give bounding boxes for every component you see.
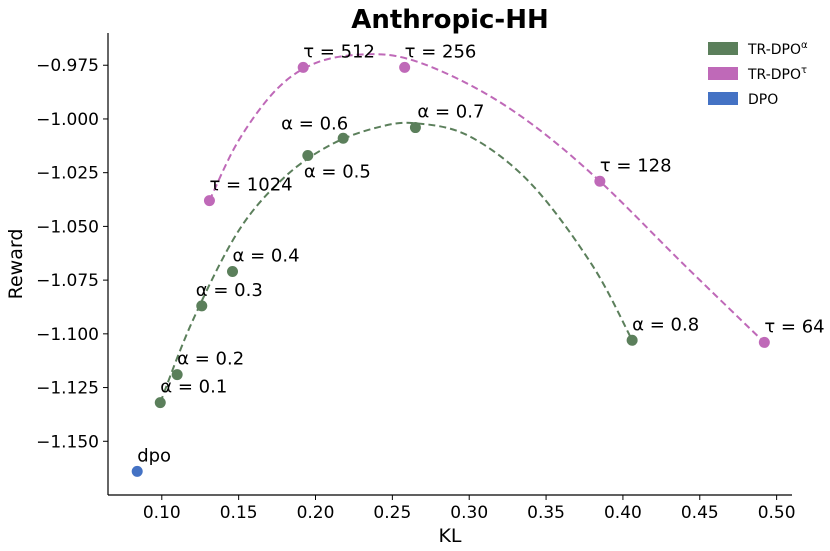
data-points (131, 61, 770, 477)
y-tick-label: −1.050 (36, 217, 99, 237)
chart-title: Anthropic-HH (351, 5, 549, 35)
data-point (302, 149, 314, 161)
data-point (626, 334, 638, 346)
y-tick-label: −1.150 (36, 432, 99, 452)
data-label: τ = 64 (764, 316, 824, 337)
legend-label: TR-DPOτ (747, 65, 807, 83)
data-point (203, 195, 215, 207)
y-tick-label: −1.075 (36, 271, 99, 291)
legend-swatch (708, 67, 738, 80)
data-point (337, 132, 349, 144)
legend-label: DPO (748, 92, 778, 108)
data-point (409, 122, 421, 134)
data-point (594, 175, 606, 187)
x-tick-label: 0.15 (220, 503, 258, 523)
data-point (227, 266, 239, 278)
data-label: α = 0.3 (196, 280, 263, 301)
data-label: τ = 256 (405, 41, 477, 62)
legend-swatch (708, 92, 738, 105)
x-axis-title: KL (438, 525, 461, 547)
y-tick-label: −1.000 (36, 110, 99, 130)
data-point (297, 61, 309, 73)
data-point (171, 369, 183, 381)
y-tick-label: −1.025 (36, 164, 99, 184)
data-label: τ = 1024 (209, 175, 292, 196)
y-tick-label: −1.125 (36, 379, 99, 399)
data-label: τ = 512 (303, 41, 375, 62)
fit-curve-series-1 (208, 53, 766, 344)
data-point (131, 465, 143, 477)
data-label: α = 0.4 (233, 246, 300, 267)
data-label: α = 0.2 (177, 349, 244, 370)
x-tick-label: 0.10 (143, 503, 181, 523)
fit-curve-series-0 (159, 121, 634, 403)
x-tick-label: 0.25 (373, 503, 411, 523)
y-tick-label: −1.100 (36, 325, 99, 345)
x-tick-label: 0.50 (758, 503, 796, 523)
data-label: τ = 128 (600, 155, 672, 176)
data-label: α = 0.6 (281, 113, 348, 134)
legend-label: TR-DPOα (747, 40, 808, 58)
data-label: α = 0.7 (417, 102, 484, 123)
data-label: dpo (137, 445, 171, 466)
fit-curves (159, 53, 766, 403)
x-tick-label: 0.40 (604, 503, 642, 523)
data-point (154, 397, 166, 409)
y-axis-title: Reward (5, 229, 27, 300)
data-label: α = 0.8 (632, 314, 699, 335)
data-point (196, 300, 208, 312)
legend: TR-DPOα TR-DPOτ DPO (708, 40, 808, 108)
axes: 0.10 0.15 0.20 0.25 0.30 0.35 0.40 0.45 0.50 −0.9… (36, 33, 796, 523)
x-tick-label: 0.30 (450, 503, 488, 523)
x-tick-label: 0.20 (297, 503, 335, 523)
data-label: α = 0.1 (160, 377, 227, 398)
y-tick-label: −0.975 (36, 56, 99, 76)
point-labels: α = 0.1 α = 0.2 α = 0.3 α = 0.4 α = 0.5 α = 0… (137, 41, 824, 466)
data-point (758, 336, 770, 348)
x-tick-label: 0.35 (527, 503, 565, 523)
data-label: α = 0.5 (304, 161, 371, 182)
data-point (399, 61, 411, 73)
legend-swatch (708, 42, 738, 55)
x-tick-label: 0.45 (681, 503, 719, 523)
